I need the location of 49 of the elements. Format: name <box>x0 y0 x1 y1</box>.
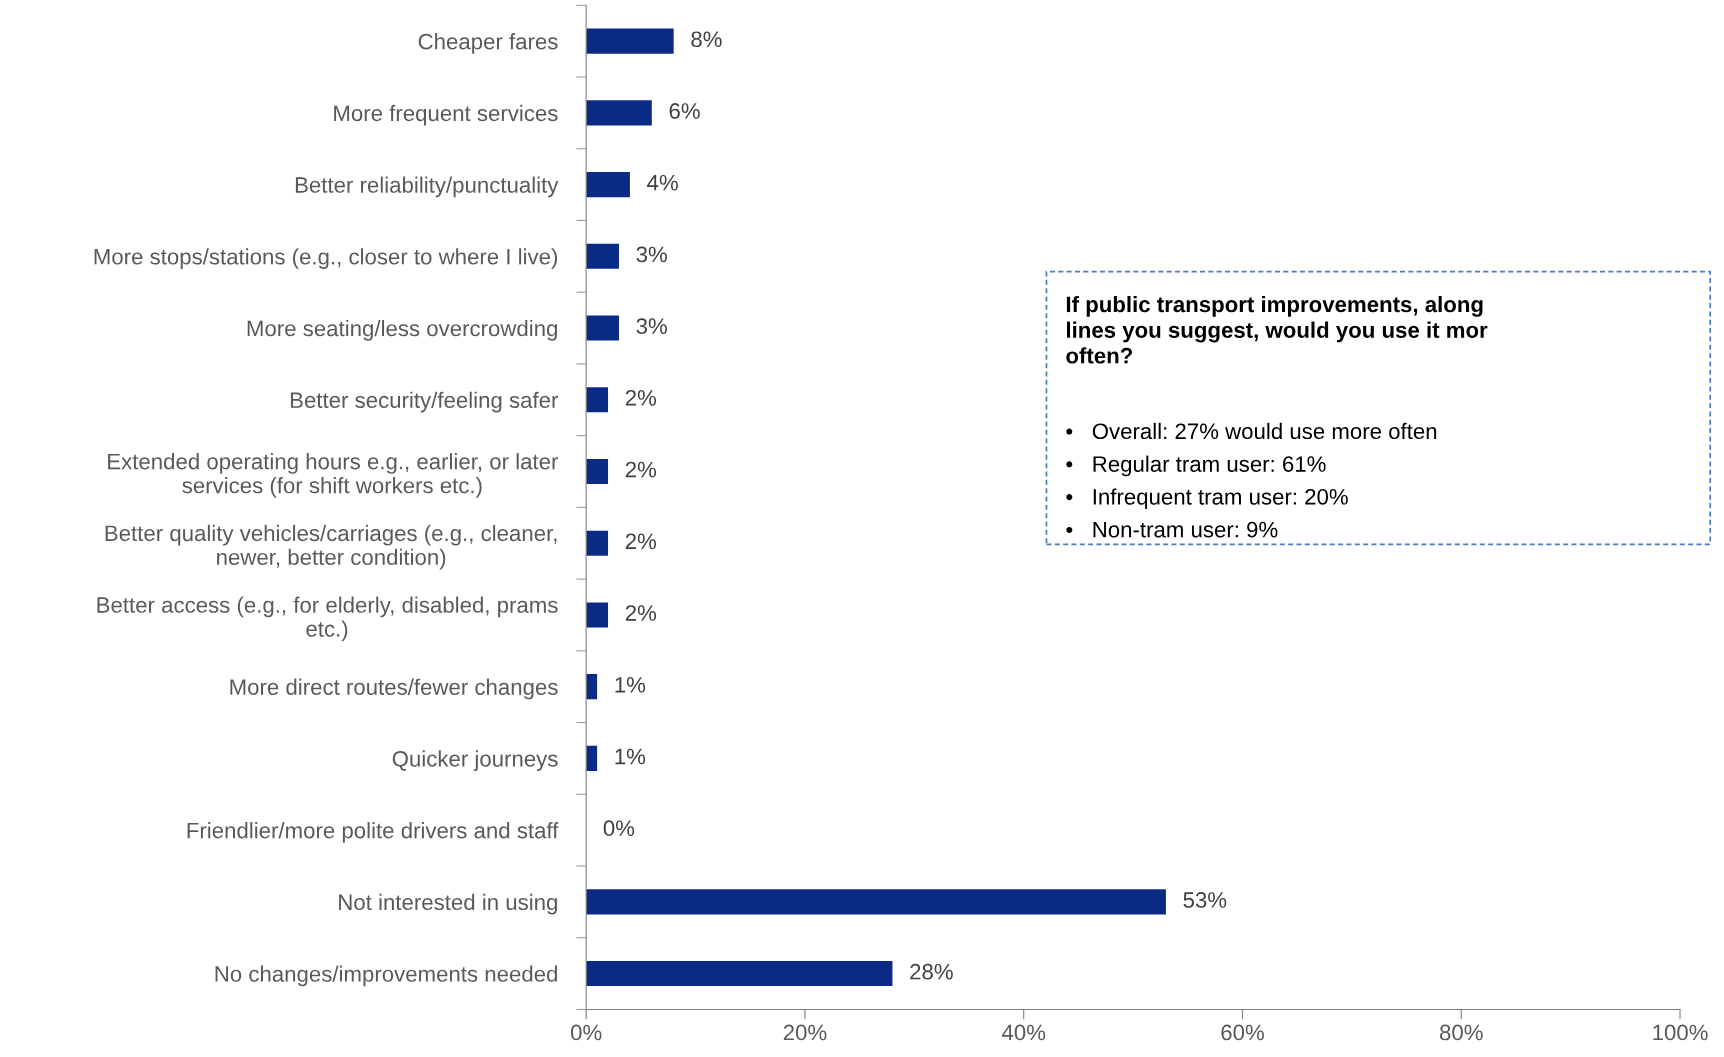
y-tick-label: Not interested in using <box>339 893 557 915</box>
bar <box>586 172 630 198</box>
data-label: 2% <box>625 390 657 406</box>
y-tick-label: Friendlier/more polite drivers and staff <box>187 822 559 843</box>
y-tick-label: No changes/improvements needed <box>215 965 557 987</box>
annotation: • Overall: 27% would use more often • Regular tram user: 61% • Infrequent tram user: 20% • Non-tram user: 9% <box>1066 422 1437 538</box>
y-tick-label: More direct routes/fewer changes <box>230 678 558 700</box>
bar <box>586 100 652 126</box>
y-tick-label: More seating/less overcrowding <box>247 320 557 341</box>
bar <box>586 602 609 628</box>
bar <box>586 745 598 771</box>
data-label: 1% <box>615 748 646 765</box>
x-tick-label: 0% <box>570 1024 602 1041</box>
x-tick-label: 80% <box>1439 1024 1483 1041</box>
y-tick-label: Cheaper fares <box>418 33 558 54</box>
y-tick-label: Extended operating hours e.g., earlier, or later services (for shift workers etc.) <box>108 453 559 498</box>
x-tick-label: 60% <box>1221 1024 1264 1041</box>
bar <box>586 889 1166 915</box>
bar <box>586 315 619 341</box>
y-tick-label: More stops/stations (e.g., closer to where I live) <box>94 248 558 269</box>
annotation: If public transport improvements, along lines you suggest, would you use it mor often? <box>1066 295 1488 364</box>
data-label: 2% <box>625 533 657 550</box>
bar <box>586 674 598 700</box>
data-label: 0% <box>603 820 635 837</box>
bar <box>586 243 619 269</box>
y-tick-label: Better security/feeling safer <box>290 391 559 413</box>
data-label: 28% <box>910 963 953 980</box>
data-label: 3% <box>636 246 667 263</box>
data-label: 53% <box>1183 892 1227 908</box>
x-tick-label: 20% <box>783 1024 827 1041</box>
bar <box>586 458 609 485</box>
y-tick-label: More frequent services <box>334 104 558 126</box>
y-tick-label: Quicker journeys <box>392 750 558 772</box>
y-tick-label: Better quality vehicles/carriages (e.g., cleaner, newer, better condition) <box>105 524 557 570</box>
data-label: 4% <box>647 174 678 191</box>
bar <box>586 28 674 54</box>
data-label: 8% <box>691 31 722 48</box>
bar <box>586 961 893 987</box>
x-tick-label: 40% <box>1001 1024 1046 1041</box>
data-label: 3% <box>636 318 667 335</box>
data-label: 2% <box>625 605 657 621</box>
bar <box>586 530 609 556</box>
x-tick-label: 100% <box>1653 1024 1708 1041</box>
data-label: 2% <box>625 461 657 478</box>
y-tick-label: Better access (e.g., for elderly, disabled, prams etc.) <box>97 596 558 642</box>
data-label: 6% <box>669 103 700 119</box>
bar <box>586 387 609 413</box>
data-label: 1% <box>615 677 646 693</box>
y-tick-label: Better reliability/punctuality <box>295 176 559 198</box>
